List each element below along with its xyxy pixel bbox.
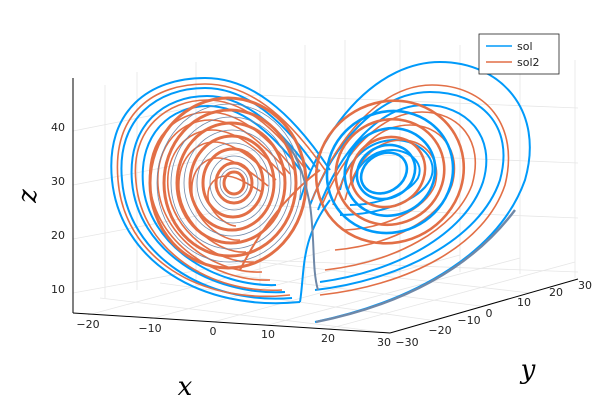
svg-text:20: 20: [321, 332, 335, 345]
legend: sol sol2: [478, 33, 560, 75]
series-dense-left-blue: [156, 103, 302, 263]
central-crossing: [239, 139, 516, 324]
x-tick-labels: −20 −10 0 10 20 30: [76, 318, 391, 349]
x-axis-line: [72, 312, 391, 334]
svg-text:30: 30: [51, 175, 65, 188]
svg-text:−20: −20: [76, 318, 99, 331]
series-dense-left: [148, 96, 308, 270]
svg-text:0: 0: [210, 325, 217, 338]
svg-text:−10: −10: [457, 314, 480, 327]
legend-label-sol2: sol2: [517, 56, 540, 69]
svg-text:20: 20: [51, 229, 65, 242]
legend-label-sol: sol: [517, 40, 533, 53]
axes: [72, 78, 579, 334]
series-dense-right: [314, 99, 466, 245]
svg-text:30: 30: [578, 279, 592, 292]
y-axis-line: [389, 278, 579, 334]
svg-text:−30: −30: [395, 336, 418, 349]
svg-text:30: 30: [377, 336, 391, 349]
z-tick-labels: 40 30 20 10: [51, 121, 65, 296]
y-tick-labels: −30 −20 −10 0 10 20 30: [395, 279, 592, 349]
y-axis-label: y: [520, 355, 536, 385]
x-axis-label: x: [178, 372, 193, 400]
svg-text:−20: −20: [428, 324, 451, 337]
svg-text:40: 40: [51, 121, 65, 134]
svg-text:0: 0: [486, 307, 493, 320]
svg-text:10: 10: [517, 296, 531, 309]
z-axis-label: z: [13, 189, 43, 204]
svg-text:10: 10: [261, 328, 275, 341]
svg-text:20: 20: [549, 286, 563, 299]
series-sol: [110, 60, 531, 323]
svg-text:10: 10: [51, 283, 65, 296]
svg-text:−10: −10: [138, 322, 161, 335]
